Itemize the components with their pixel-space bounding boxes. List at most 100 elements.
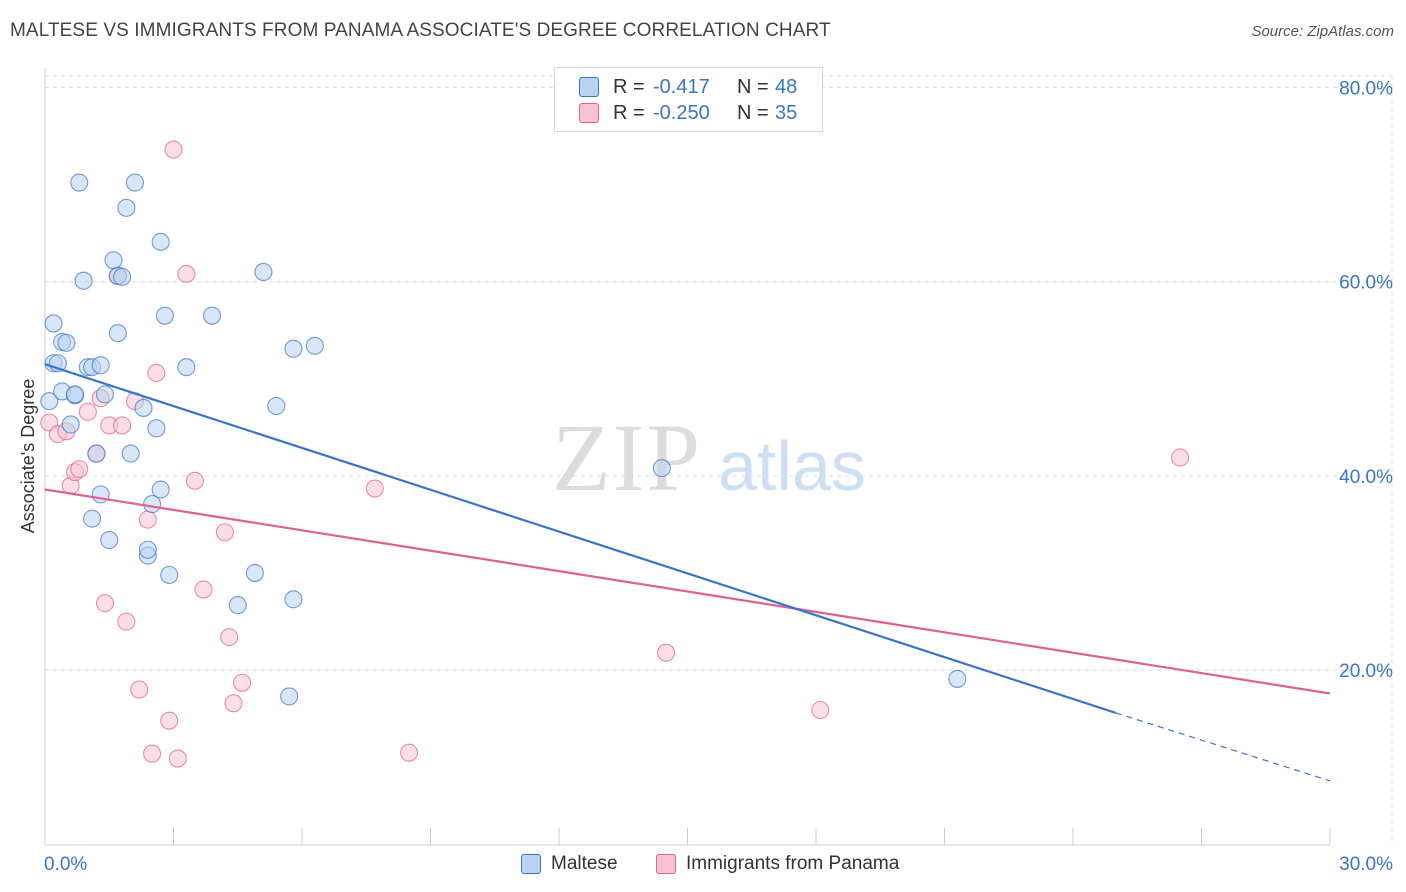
panama-point [177,264,196,283]
legend-n-label: N = [737,75,769,98]
panama-point [160,711,179,730]
maltese-point [40,392,59,411]
maltese-point [284,339,303,358]
x-axis-ticks [173,828,1331,845]
maltese-point [267,396,286,416]
legend-r-label: R = [613,101,645,124]
maltese-point [160,565,179,585]
maltese-point [44,314,63,333]
maltese-point [104,251,123,270]
x-tick-labels: 0.0% 30.0% [44,854,1393,875]
legend-r-label: R = [613,75,645,98]
panama-point [113,416,132,435]
series-swatch-panama [656,854,676,874]
maltese-point [284,590,303,609]
maltese-point [74,271,93,290]
maltese-point [245,563,264,583]
y-tick-label: 20.0% [1339,661,1393,682]
maltese-point [280,687,299,706]
panama-point [164,140,183,159]
legend-r-value: -0.417 [653,75,710,98]
legend-row-panama: R = -0.250 N = 35 [579,101,797,125]
maltese-point [100,530,119,550]
x-tick-label: 0.0% [44,854,87,875]
panama-point [811,700,830,720]
panama-point [70,460,89,479]
maltese-point [125,173,144,192]
series-legend-maltese: Maltese [521,852,618,876]
panama-point [215,523,234,542]
maltese-point [113,267,132,286]
panama-point [138,510,157,529]
maltese-point [228,596,247,615]
maltese-point [305,336,324,355]
legend-swatch-panama [579,103,599,123]
y-tick-label: 80.0% [1339,78,1393,99]
maltese-point [177,358,196,377]
maltese-point [121,444,140,463]
panama-point [117,612,136,631]
maltese-point [155,306,174,325]
legend-swatch-maltese [579,77,599,97]
panama-point [1171,448,1190,467]
watermark-atlas: atlas [718,427,866,505]
series-swatch-maltese [521,854,541,874]
maltese-point [87,444,106,463]
maltese-point [83,509,102,528]
legend-n-value: 48 [775,75,798,98]
x-tick-label: 30.0% [1339,854,1393,875]
maltese-point [203,306,222,325]
correlation-legend: R = -0.417 N = 48 R = -0.250 N = 35 [554,67,823,132]
panama-point [168,749,187,768]
maltese-points [40,173,967,706]
maltese-point [151,232,170,251]
maltese-trend-extension [1115,712,1331,782]
watermark: ZIP atlas [552,404,866,511]
maltese-point [652,459,671,478]
series-label-maltese: Maltese [551,853,618,874]
chart-source: Source: ZipAtlas.com [1251,23,1394,40]
maltese-point [948,669,967,688]
maltese-point [91,356,110,375]
maltese-point [57,333,76,352]
maltese-point [61,415,80,434]
panama-point [143,744,162,763]
y-axis-title: Associate's Degree [18,379,38,534]
chart-title: MALTESE VS IMMIGRANTS FROM PANAMA ASSOCI… [10,20,831,41]
maltese-point [117,198,136,217]
panama-point [400,743,419,762]
maltese-point [138,540,157,559]
series-label-panama: Immigrants from Panama [686,853,900,874]
maltese-point [65,385,85,404]
maltese-trend-line [44,363,1117,714]
y-tick-label: 40.0% [1339,467,1393,488]
watermark-zip: ZIP [552,404,702,511]
panama-point [147,363,166,383]
maltese-point [254,262,273,282]
maltese-point [70,173,89,192]
panama-point [220,628,239,647]
panama-trend-line [44,488,1331,695]
maltese-point [151,480,170,499]
panama-point [365,479,384,498]
panama-point [95,594,115,613]
maltese-point [147,419,166,438]
panama-point [185,471,204,490]
legend-r-value: -0.250 [653,101,710,124]
maltese-point [95,385,115,404]
legend-n-value: 35 [775,101,798,124]
y-tick-label: 60.0% [1339,273,1393,294]
y-tick-labels: 20.0% 40.0% 60.0% 80.0% [1339,78,1393,682]
trend-lines [44,363,1331,782]
panama-point [224,694,243,713]
panama-point [232,673,252,692]
panama-point [657,643,676,662]
maltese-point [108,324,127,343]
panama-point [130,680,149,699]
panama-point [78,402,97,421]
legend-row-maltese: R = -0.417 N = 48 [579,75,797,99]
series-legend-panama: Immigrants from Panama [656,852,899,876]
panama-point [194,580,213,599]
maltese-point [134,398,153,417]
